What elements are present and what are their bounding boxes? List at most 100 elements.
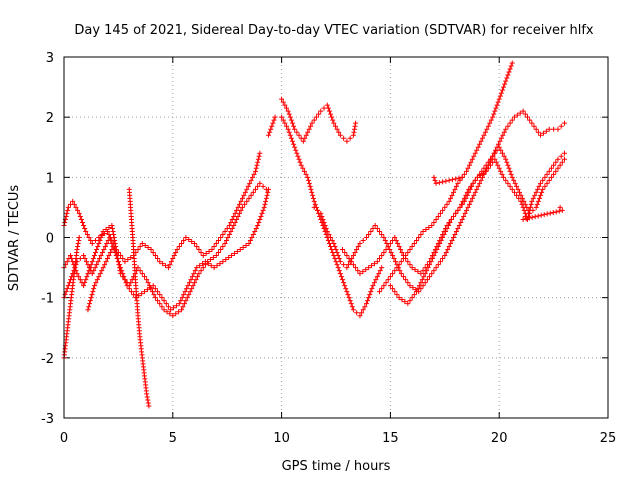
data-point xyxy=(381,283,387,289)
data-point xyxy=(505,123,511,129)
data-point xyxy=(226,222,232,228)
data-point xyxy=(341,262,347,268)
data-point xyxy=(192,241,198,247)
data-point xyxy=(480,135,486,141)
data-point xyxy=(292,126,298,132)
data-point xyxy=(561,156,567,162)
data-point xyxy=(474,174,480,180)
data-point xyxy=(239,204,245,210)
data-point xyxy=(410,285,416,291)
data-point xyxy=(193,277,199,283)
data-point xyxy=(449,238,455,244)
x-axis-ticks: 0 5 10 15 20 25 xyxy=(60,57,616,446)
data-point xyxy=(340,247,346,253)
data-point xyxy=(119,268,125,274)
data-point xyxy=(152,253,158,259)
data-point xyxy=(125,257,131,263)
grid-lines xyxy=(64,57,608,418)
data-point xyxy=(209,247,215,253)
data-point xyxy=(465,204,471,210)
data-point xyxy=(312,201,318,207)
data-point xyxy=(145,400,151,406)
data-point xyxy=(557,162,563,168)
data-point xyxy=(442,253,448,259)
data-point xyxy=(258,213,264,219)
data-point xyxy=(351,126,357,132)
data-point xyxy=(442,204,448,210)
data-point xyxy=(262,201,268,207)
data-point xyxy=(402,299,408,305)
data-point xyxy=(128,255,134,261)
data-point xyxy=(426,224,432,230)
data-point xyxy=(86,235,92,240)
data-point xyxy=(231,213,237,219)
data-point xyxy=(354,247,360,253)
data-point xyxy=(215,238,221,244)
data-point xyxy=(492,150,498,156)
data-point xyxy=(533,189,539,195)
data-point xyxy=(250,231,256,237)
x-tick-label: 15 xyxy=(382,431,399,446)
data-point xyxy=(509,60,515,66)
data-point xyxy=(252,186,258,192)
data-point xyxy=(355,268,361,274)
data-point xyxy=(246,241,252,247)
data-point xyxy=(232,219,238,225)
data-point xyxy=(179,295,185,301)
data-point xyxy=(87,301,93,307)
data-point xyxy=(234,216,240,222)
data-point xyxy=(341,280,347,286)
data-point xyxy=(538,192,544,198)
data-point xyxy=(128,280,134,286)
data-point xyxy=(251,171,257,177)
data-point xyxy=(122,259,128,265)
data-point xyxy=(68,253,74,259)
data-point xyxy=(405,301,411,307)
data-point xyxy=(471,153,477,159)
data-point xyxy=(102,244,108,250)
data-point xyxy=(155,298,161,304)
data-point xyxy=(474,186,480,192)
y-tick-label: -2 xyxy=(41,352,54,367)
data-point xyxy=(558,123,564,129)
data-point xyxy=(507,183,513,189)
data-point xyxy=(377,228,383,234)
data-point xyxy=(192,280,198,286)
data-point xyxy=(453,183,459,189)
data-point xyxy=(355,244,361,250)
data-point xyxy=(470,180,476,186)
data-point xyxy=(308,123,314,129)
data-point xyxy=(176,244,182,250)
data-point xyxy=(342,283,348,289)
data-point xyxy=(264,192,270,198)
data-point xyxy=(148,286,154,292)
data-point xyxy=(331,120,337,126)
data-point xyxy=(551,162,557,168)
data-point xyxy=(511,177,517,183)
data-point xyxy=(506,165,512,171)
data-point xyxy=(189,286,195,292)
data-point xyxy=(173,311,179,317)
data-point xyxy=(321,219,327,225)
data-point xyxy=(305,174,311,180)
data-point xyxy=(349,304,355,310)
data-point xyxy=(300,165,306,171)
data-point xyxy=(176,301,182,307)
data-point xyxy=(498,90,504,96)
data-point xyxy=(99,231,105,237)
data-point xyxy=(189,239,195,245)
data-point xyxy=(368,228,374,234)
data-point xyxy=(202,259,208,265)
data-point xyxy=(78,216,84,222)
data-point xyxy=(555,156,561,162)
data-point xyxy=(363,267,369,273)
data-point xyxy=(390,286,396,292)
x-tick-label: 20 xyxy=(491,431,508,446)
data-point xyxy=(540,130,546,136)
data-point xyxy=(357,241,363,247)
data-point xyxy=(400,274,406,280)
data-point xyxy=(144,391,150,397)
data-point xyxy=(120,271,126,277)
data-point xyxy=(435,213,441,219)
data-point xyxy=(115,259,121,265)
